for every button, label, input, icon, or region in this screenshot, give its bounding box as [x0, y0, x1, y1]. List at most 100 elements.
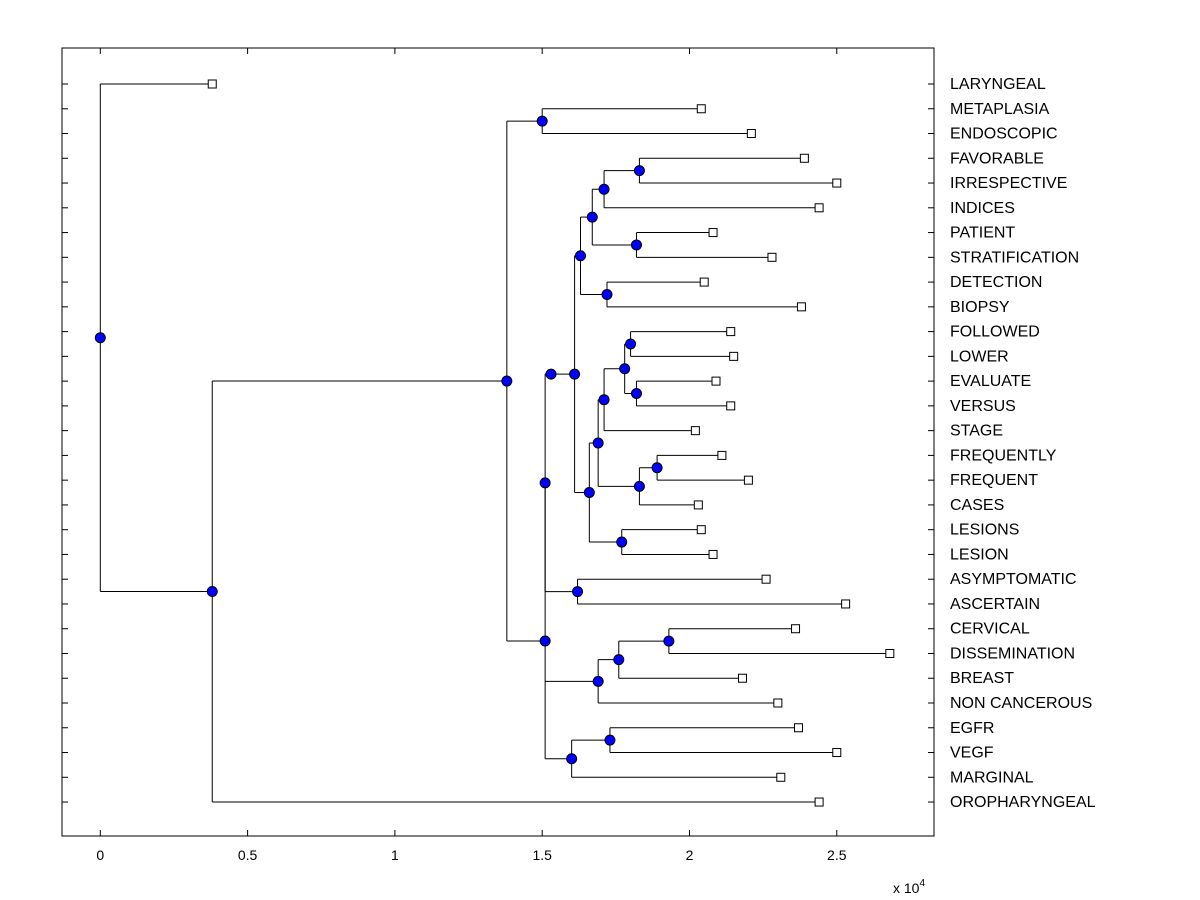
leaf-marker: [726, 327, 736, 337]
node-marker: [586, 211, 598, 223]
node-marker: [651, 462, 663, 474]
leaf-label: BIOPSY: [950, 299, 1010, 316]
plot-frame: [61, 47, 935, 837]
leaf-marker: [793, 723, 803, 733]
x-tick-label: 1: [391, 847, 399, 863]
leaf-label: INDICES: [950, 200, 1015, 217]
leaf-marker: [708, 228, 718, 238]
leaf-marker: [767, 252, 777, 262]
leaf-label: DETECTION: [950, 274, 1042, 291]
node-marker: [539, 635, 551, 647]
x-tick-label: 1.5: [532, 847, 552, 863]
node-marker: [633, 165, 645, 177]
leaf-label: CASES: [950, 497, 1004, 514]
leaf-label: METAPLASIA: [950, 101, 1050, 118]
node-marker: [539, 477, 551, 489]
x-tick-label: 2.5: [827, 847, 847, 863]
leaf-marker: [729, 351, 739, 361]
node-marker: [604, 734, 616, 746]
leaf-label: LESIONS: [950, 522, 1019, 539]
leaf-label: LARYNGEAL: [950, 76, 1046, 93]
leaf-marker: [699, 277, 709, 287]
leaf-marker: [696, 104, 706, 114]
leaf-labels: LARYNGEAL METAPLASIA ENDOSCOPIC FAVORABLE IR…: [950, 76, 1096, 811]
node-marker: [625, 338, 637, 350]
node-marker: [630, 388, 642, 399]
leaf-label: LOWER: [950, 348, 1009, 365]
leaf-marker: [738, 673, 748, 683]
leaf-marker: [696, 525, 706, 535]
leaf-label: ENDOSCOPIC: [950, 126, 1058, 143]
leaf-label: VERSUS: [950, 398, 1016, 415]
leaf-marker: [708, 549, 718, 559]
node-marker: [583, 487, 595, 499]
leaf-label: FREQUENTLY: [950, 447, 1057, 464]
leaf-label: FAVORABLE: [950, 150, 1044, 167]
node-marker: [663, 635, 675, 647]
leaf-markers: [207, 79, 895, 807]
leaf-label: EVALUATE: [950, 373, 1031, 390]
leaf-label: DISSEMINATION: [950, 645, 1075, 662]
node-marker: [536, 115, 548, 127]
leaf-marker: [814, 797, 824, 807]
leaf-marker: [761, 574, 771, 584]
node-marker: [592, 437, 604, 449]
leaf-label: PATIENT: [950, 225, 1015, 242]
leaf-label: NON CANCEROUS: [950, 695, 1092, 712]
leaf-marker: [832, 748, 842, 758]
node-marker: [630, 239, 642, 251]
node-marker: [598, 394, 610, 406]
leaf-marker: [717, 450, 727, 460]
node-marker: [601, 288, 613, 300]
leaf-marker: [791, 624, 801, 634]
node-marker: [572, 586, 584, 598]
x-axis: 0 0.5 1 1.5 2 2.5: [96, 48, 847, 863]
node-marker: [566, 753, 578, 765]
node-marker: [592, 675, 604, 687]
leaf-label: LESION: [950, 546, 1009, 563]
node-marker: [598, 183, 610, 195]
leaf-label: BREAST: [950, 670, 1014, 687]
leaf-label: ASYMPTOMATIC: [950, 571, 1077, 588]
leaf-label: OROPHARYNGEAL: [950, 794, 1096, 811]
leaf-marker: [814, 203, 824, 213]
leaf-marker: [885, 648, 895, 658]
leaf-marker: [773, 698, 783, 708]
leaf-label: ASCERTAIN: [950, 596, 1040, 613]
leaf-marker: [207, 79, 217, 89]
node-marker: [616, 536, 628, 548]
leaf-label: EGFR: [950, 720, 994, 737]
node-marker: [545, 368, 557, 380]
leaf-label: CERVICAL: [950, 621, 1030, 638]
leaf-marker: [693, 500, 703, 510]
node-marker: [501, 375, 513, 387]
y-ticks: [62, 83, 934, 803]
node-marker: [206, 586, 218, 598]
node-marker: [569, 368, 581, 380]
x-tick-label: 0.5: [238, 847, 258, 863]
node-marker: [613, 654, 625, 666]
leaf-label: IRRESPECTIVE: [950, 175, 1067, 192]
leaf-marker: [776, 772, 786, 782]
x-tick-label: 0: [96, 847, 104, 863]
leaf-marker: [799, 153, 809, 163]
leaf-marker: [841, 599, 851, 609]
leaf-label: FOLLOWED: [950, 324, 1040, 341]
leaf-label: MARGINAL: [950, 769, 1034, 786]
x-multiplier-label: x 104: [893, 878, 925, 896]
leaf-label: FREQUENT: [950, 472, 1038, 489]
leaf-marker: [796, 302, 806, 312]
node-markers: [94, 115, 675, 765]
leaf-marker: [746, 129, 756, 139]
leaf-marker: [690, 426, 700, 436]
leaf-label: VEGF: [950, 745, 994, 762]
leaf-label: STRATIFICATION: [950, 249, 1079, 266]
x-tick-label: 2: [686, 847, 694, 863]
dendrogram-edges: [99, 83, 890, 803]
node-marker: [619, 363, 631, 375]
leaf-marker: [743, 475, 753, 485]
leaf-label: STAGE: [950, 423, 1003, 440]
node-marker: [633, 480, 645, 492]
leaf-marker: [711, 376, 721, 386]
